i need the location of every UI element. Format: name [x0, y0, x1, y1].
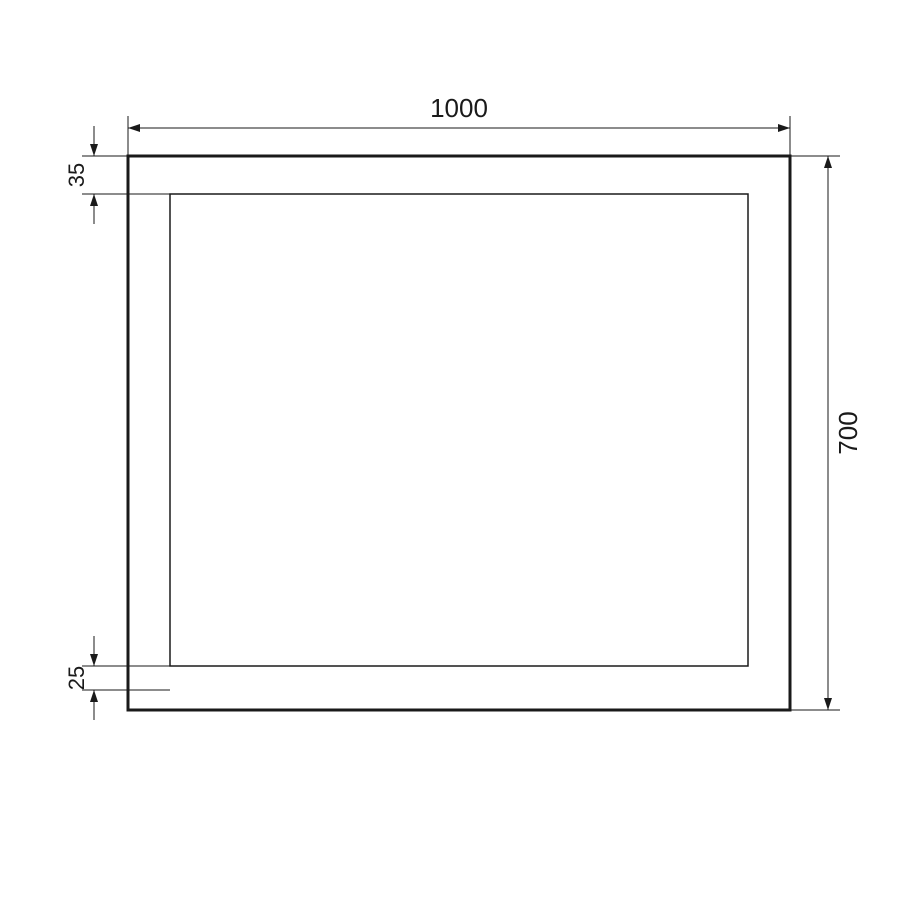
canvas-background	[0, 0, 900, 900]
dimension-bottom-frame-label: 25	[64, 666, 89, 690]
dimension-width-label: 1000	[430, 93, 488, 123]
dimension-height-label: 700	[833, 411, 863, 454]
dimension-top-frame-label: 35	[64, 163, 89, 187]
